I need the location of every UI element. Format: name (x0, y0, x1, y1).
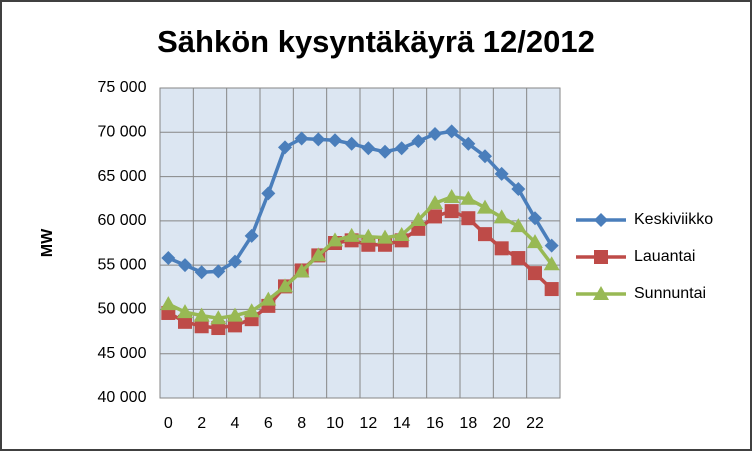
marker (244, 228, 259, 243)
x-tick-label: 18 (459, 415, 477, 432)
marker (411, 134, 426, 149)
legend-label: Lauantai (634, 248, 695, 265)
marker (177, 304, 193, 319)
marker (211, 321, 226, 336)
marker (227, 307, 243, 322)
marker (294, 131, 309, 146)
legend-marker (594, 250, 608, 264)
marker (278, 140, 292, 155)
y-tick-label: 70 000 (98, 124, 147, 141)
x-tick-label: 6 (264, 415, 273, 432)
marker (361, 141, 376, 156)
marker (377, 229, 393, 244)
marker (243, 303, 260, 318)
legend-marker (594, 213, 608, 227)
marker (343, 227, 360, 242)
marker (428, 127, 442, 142)
marker (543, 256, 560, 271)
x-tick-label: 10 (326, 415, 344, 432)
y-axis-label: MW (39, 228, 56, 257)
marker (528, 211, 542, 226)
marker (544, 238, 559, 253)
marker (478, 149, 492, 164)
marker (493, 209, 510, 224)
marker (260, 291, 277, 306)
y-tick-label: 60 000 (98, 212, 147, 229)
marker (378, 144, 392, 159)
y-tick-label: 75 000 (98, 79, 147, 96)
x-tick-label: 20 (493, 415, 511, 432)
marker (178, 314, 192, 329)
marker (527, 234, 543, 249)
y-tick-label: 50 000 (98, 301, 147, 318)
x-tick-label: 16 (426, 415, 444, 432)
marker (443, 188, 460, 203)
marker (477, 199, 493, 214)
marker (494, 166, 509, 181)
marker (228, 254, 242, 269)
marker (210, 310, 227, 325)
marker (510, 218, 527, 233)
x-tick-label: 0 (164, 415, 173, 432)
marker (394, 141, 409, 156)
marker (160, 296, 177, 311)
marker (461, 136, 476, 151)
marker (478, 227, 492, 242)
marker (261, 186, 276, 201)
y-tick-label: 45 000 (98, 345, 147, 362)
y-tick-label: 65 000 (98, 168, 147, 185)
y-tick-label: 40 000 (98, 389, 147, 406)
marker (528, 266, 542, 281)
legend-label: Keskiviikko (634, 211, 713, 228)
y-tick-label: 55 000 (98, 256, 147, 273)
marker (277, 278, 293, 293)
marker (194, 319, 209, 334)
marker (428, 209, 442, 224)
marker (444, 204, 459, 219)
marker (511, 181, 526, 196)
marker (178, 258, 192, 273)
marker (393, 227, 410, 242)
chart-title: Sähkön kysyntäkäyrä 12/2012 (157, 24, 595, 59)
x-tick-label: 14 (393, 415, 411, 432)
x-tick-label: 8 (297, 415, 306, 432)
marker (311, 132, 326, 147)
x-tick-label: 2 (197, 415, 206, 432)
marker (427, 195, 443, 210)
marker (211, 264, 226, 279)
marker (194, 265, 209, 280)
x-tick-label: 4 (231, 415, 240, 432)
x-tick-label: 22 (526, 415, 544, 432)
marker (511, 251, 526, 266)
marker (193, 307, 210, 322)
legend-label: Sunnuntai (634, 285, 706, 302)
x-tick-label: 12 (359, 415, 377, 432)
marker (327, 232, 343, 247)
marker (360, 228, 377, 243)
marker (310, 247, 327, 262)
marker (293, 263, 310, 278)
marker (344, 136, 359, 151)
marker (161, 251, 176, 266)
marker (460, 190, 477, 205)
legend-marker (593, 286, 609, 300)
marker (544, 282, 559, 297)
plot-border (159, 87, 561, 399)
marker (494, 241, 509, 256)
marker (444, 124, 459, 139)
marker (410, 211, 427, 226)
marker (328, 133, 342, 148)
marker (461, 211, 476, 226)
marker (228, 318, 242, 333)
